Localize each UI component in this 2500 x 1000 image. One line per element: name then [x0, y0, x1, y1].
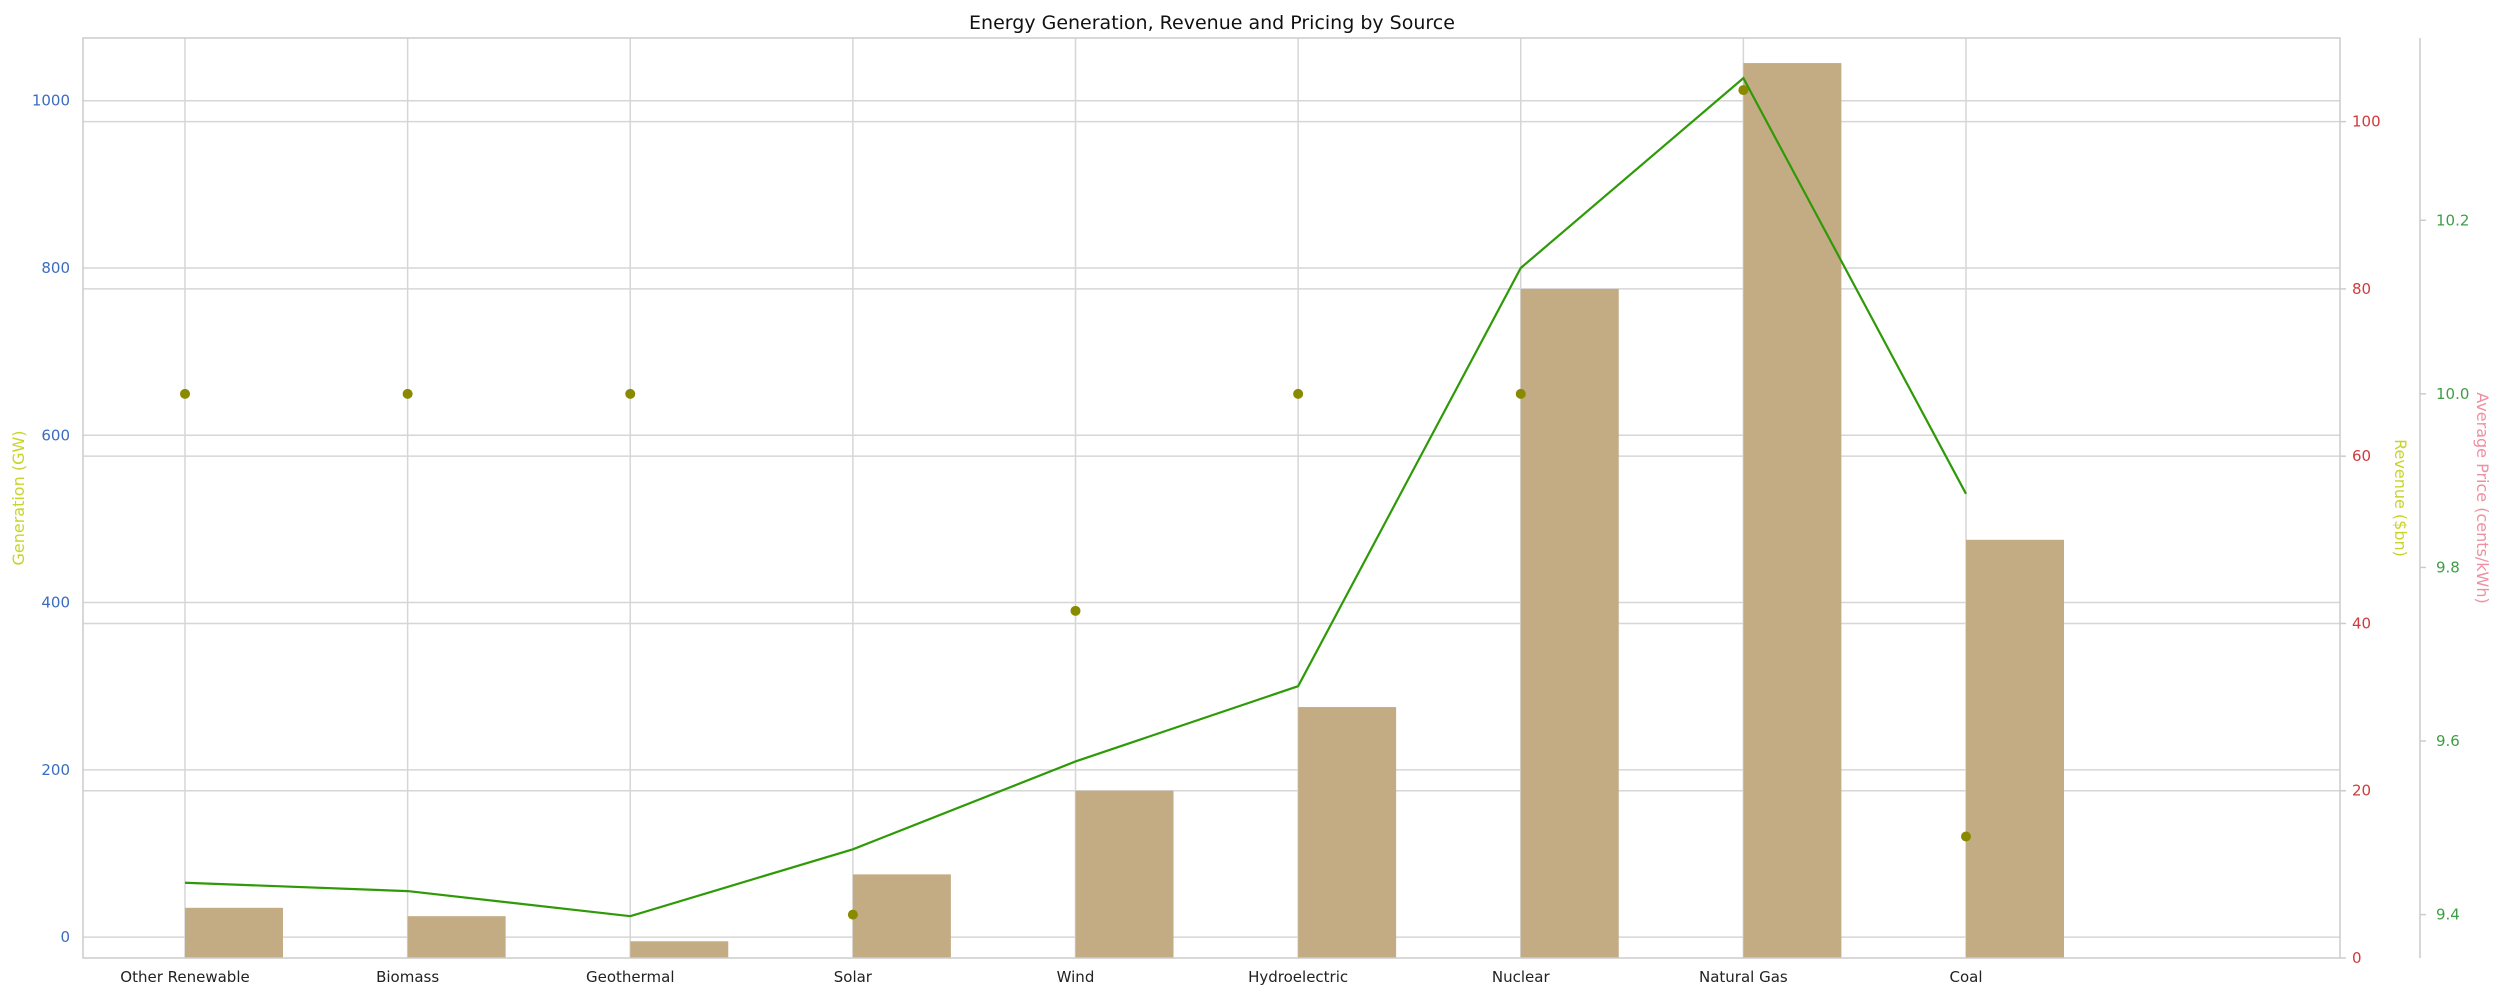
bar [1075, 790, 1174, 958]
scatter-series [180, 85, 1971, 920]
x-tick-label: Biomass [376, 968, 439, 986]
bar [1520, 288, 1619, 959]
left-tick-label: 400 [41, 594, 70, 612]
bar-series [185, 63, 2064, 959]
bar [185, 907, 283, 958]
left-tick-label: 1000 [32, 92, 70, 110]
x-tick-label: Hydroelectric [1248, 968, 1348, 986]
plot-border [82, 37, 2341, 959]
left-axis-label: Generation (GW) [9, 430, 28, 565]
left-axis-ticks: 0 200 400 600 800 1000 [32, 92, 70, 946]
right2-axis-ticks: 9.4 9.6 9.8 10.0 10.2 [2420, 211, 2469, 924]
scatter-point [625, 388, 636, 399]
scatter-point [1070, 605, 1081, 616]
right2-tick-label: 9.8 [2436, 558, 2460, 576]
bar [630, 941, 729, 958]
right1-tick-label: 100 [2352, 113, 2381, 131]
right1-axis-ticks: 0 20 40 60 80 100 [2340, 113, 2381, 967]
x-tick-label: Solar [834, 968, 873, 986]
right1-tick-label: 20 [2352, 782, 2371, 800]
x-tick-label: Other Renewable [120, 968, 249, 986]
bar [852, 874, 951, 958]
scatter-point [402, 388, 413, 399]
scatter-point [1738, 85, 1749, 96]
right2-tick-label: 10.0 [2436, 385, 2469, 403]
right1-tick-label: 40 [2352, 614, 2371, 632]
right1-tick-label: 80 [2352, 280, 2371, 298]
right2-axis-label: Average Price (cents/kWh) [2473, 392, 2492, 603]
bar [1298, 707, 1397, 958]
scatter-point [1293, 388, 1304, 399]
right2-tick-label: 10.2 [2436, 211, 2469, 229]
gridlines [83, 38, 2340, 958]
right1-tick-label: 60 [2352, 447, 2371, 465]
left-tick-label: 0 [60, 928, 70, 946]
right2-tick-label: 9.4 [2436, 906, 2460, 924]
series-line [184, 76, 1967, 918]
scatter-point [1515, 388, 1526, 399]
x-tick-label: Wind [1057, 968, 1095, 986]
left-tick-label: 200 [41, 761, 70, 779]
right1-axis-label: Revenue ($bn) [2391, 439, 2410, 557]
left-tick-label: 800 [41, 259, 70, 277]
x-tick-label: Coal [1949, 968, 1982, 986]
left-tick-label: 600 [41, 426, 70, 444]
scatter-point [180, 388, 190, 399]
chart-title: Energy Generation, Revenue and Pricing b… [969, 12, 1455, 34]
plot-frame [82, 37, 2421, 959]
right2-tick-label: 9.6 [2436, 732, 2460, 750]
scatter-point [1961, 831, 1971, 842]
x-axis-ticks: Other Renewable Biomass Geothermal Solar Win… [120, 968, 1982, 986]
bar [1966, 539, 2064, 958]
x-tick-label: Natural Gas [1699, 968, 1788, 986]
x-tick-label: Nuclear [1492, 968, 1551, 986]
scatter-point [847, 909, 858, 920]
bar [1743, 63, 1842, 959]
right1-tick-label: 0 [2352, 949, 2362, 967]
bar [407, 916, 506, 958]
line-series [184, 76, 1967, 918]
x-tick-label: Geothermal [586, 968, 675, 986]
